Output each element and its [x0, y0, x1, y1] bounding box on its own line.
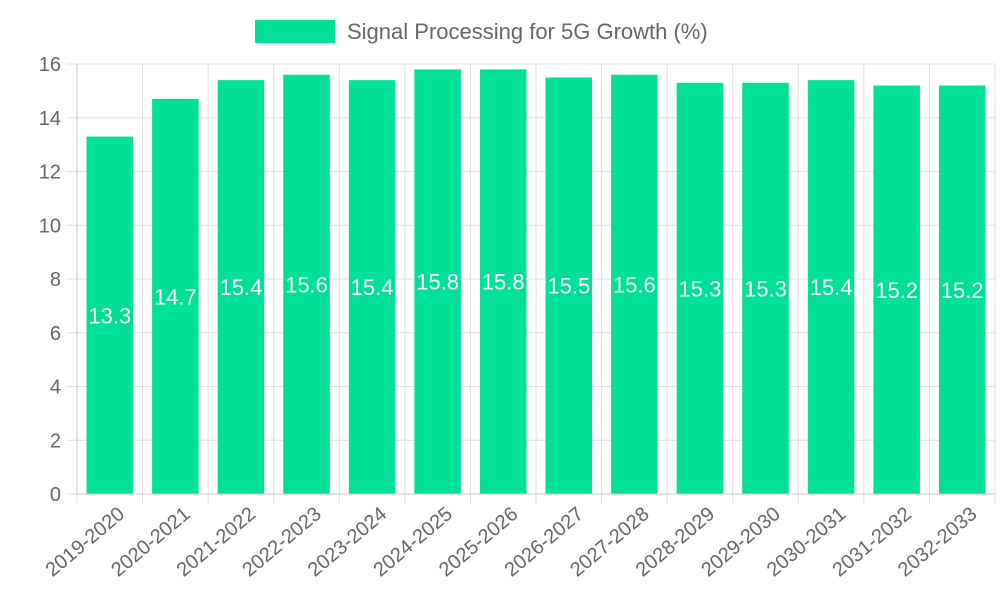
- data-label: 15.5: [547, 274, 590, 299]
- bar[interactable]: [807, 80, 855, 494]
- y-tick-label: 2: [50, 430, 61, 452]
- legend[interactable]: Signal Processing for 5G Growth (%): [255, 19, 708, 44]
- data-label: 15.4: [220, 275, 263, 300]
- bar[interactable]: [348, 80, 396, 494]
- data-label: 15.2: [875, 278, 918, 303]
- data-label: 15.3: [679, 276, 722, 301]
- bar[interactable]: [414, 69, 461, 494]
- y-tick-label: 6: [50, 323, 61, 345]
- data-label: 15.8: [416, 270, 459, 295]
- bar[interactable]: [217, 80, 265, 494]
- bars: [86, 69, 986, 495]
- y-tick-label: 10: [39, 215, 61, 237]
- bar[interactable]: [676, 82, 724, 494]
- data-label: 15.4: [351, 275, 394, 300]
- y-tick-label: 4: [50, 377, 61, 399]
- y-tick-label: 14: [39, 108, 61, 130]
- legend-swatch[interactable]: [255, 20, 335, 43]
- bar[interactable]: [873, 85, 920, 495]
- bar[interactable]: [545, 77, 593, 494]
- data-label: 15.6: [285, 272, 328, 297]
- bar[interactable]: [742, 82, 789, 494]
- bar[interactable]: [611, 74, 658, 494]
- data-label: 15.2: [941, 278, 984, 303]
- data-label: 14.7: [154, 284, 197, 309]
- data-label: 15.4: [810, 275, 853, 300]
- y-tick-label: 0: [50, 484, 61, 506]
- y-tick-label: 16: [39, 54, 61, 76]
- data-label: 15.8: [482, 270, 525, 295]
- data-label: 13.3: [88, 303, 131, 328]
- bar[interactable]: [152, 98, 199, 494]
- bar[interactable]: [283, 74, 330, 494]
- y-tick-label: 12: [39, 162, 61, 184]
- grid: [67, 63, 996, 504]
- bar[interactable]: [938, 85, 986, 495]
- data-labels: 13.3 14.7 15.4 15.6 15.4 15.8 15.8 15.5 15.6 15.3…: [88, 270, 983, 329]
- legend-label[interactable]: Signal Processing for 5G Growth (%): [347, 19, 708, 44]
- data-label: 15.3: [744, 276, 787, 301]
- bar[interactable]: [86, 136, 134, 494]
- y-tick-label: 8: [50, 269, 61, 291]
- bar[interactable]: [479, 69, 527, 494]
- data-label: 15.6: [613, 272, 656, 297]
